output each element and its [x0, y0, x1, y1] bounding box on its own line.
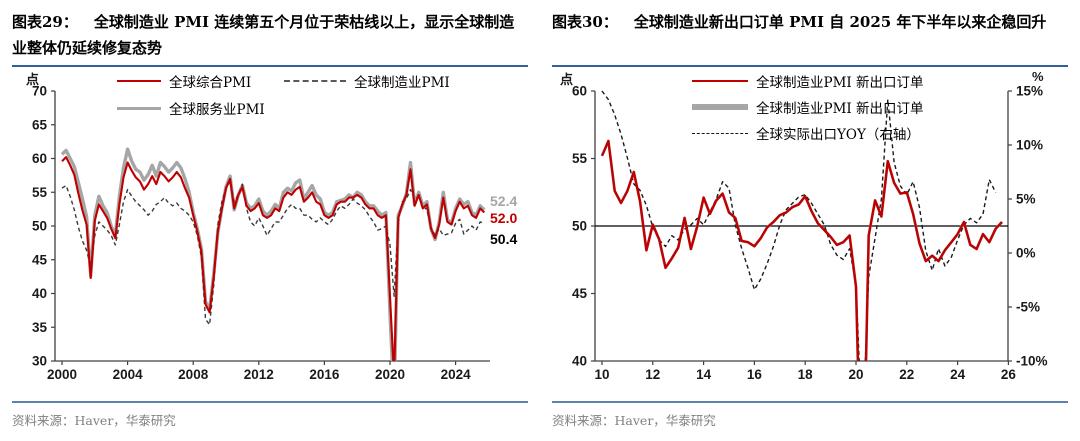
svg-text:2012: 2012: [244, 367, 274, 382]
legend-label-composite-pmi: 全球综合PMI: [169, 75, 252, 91]
svg-text:45: 45: [572, 286, 588, 301]
pmi-chart-region: 30 35 40 45 50 55 60 65 70 2000 2004 2008 2012 2016 20…: [12, 67, 528, 401]
title-rule: [552, 65, 1068, 67]
svg-text:10%: 10%: [1016, 138, 1043, 153]
svg-text:15%: 15%: [1016, 84, 1043, 99]
legend-item-new-export-orders-red: 全球制造业PMI 新出口订单: [692, 71, 924, 91]
svg-text:2016: 2016: [309, 367, 340, 382]
figure-panel-30: 图表30： 全球制造业新出口订单 PMI 自 2025 年下半年以来企稳回升 40…: [540, 0, 1080, 441]
svg-text:55: 55: [32, 185, 48, 200]
source-text: 资料来源：Haver，华泰研究: [12, 412, 176, 428]
svg-text:30: 30: [32, 354, 47, 369]
left-axis-unit-label: 点: [560, 72, 574, 87]
composite-pmi-line-swatch: [117, 80, 161, 82]
svg-text:14: 14: [696, 367, 712, 382]
svg-text:35: 35: [32, 320, 48, 335]
svg-text:12: 12: [645, 367, 660, 382]
new-export-orders-thick-swatch: [692, 104, 748, 110]
end-label-manufacturing-pmi: 50.4: [490, 231, 518, 247]
export-orders-chart-region: 40 45 50 55 60 -10% -5% 0% 5% 10% 15% 10 12 14 16 18 20 2…: [552, 67, 1068, 401]
svg-text:22: 22: [899, 367, 914, 382]
svg-text:50: 50: [572, 219, 587, 234]
legend-label-manufacturing-pmi: 全球制造业PMI: [354, 75, 450, 91]
real-export-yoy-dash-swatch: [692, 132, 748, 134]
legend-label-services-pmi: 全球服务业PMI: [169, 102, 265, 118]
legend-label-new-export-orders-gray: 全球制造业PMI 新出口订单: [756, 101, 924, 117]
svg-text:2020: 2020: [375, 367, 405, 382]
figure-29-title-text: 全球制造业 PMI 连续第五个月位于荣枯线以上，显示全球制造业整体仍延续修复态势: [12, 13, 515, 57]
svg-text:60: 60: [32, 151, 47, 166]
figure-29-title: 图表29： 全球制造业 PMI 连续第五个月位于荣枯线以上，显示全球制造业整体仍延…: [12, 10, 528, 62]
end-label-services-pmi: 52.4: [490, 193, 518, 209]
svg-text:24: 24: [950, 367, 966, 382]
legend-item-services-pmi: 全球服务业PMI: [117, 98, 265, 118]
svg-text:0%: 0%: [1016, 246, 1036, 261]
legend-item-new-export-orders-gray: 全球制造业PMI 新出口订单: [692, 97, 924, 117]
svg-text:70: 70: [32, 84, 47, 99]
left-axis-unit-label: 点: [26, 72, 40, 87]
svg-text:2000: 2000: [47, 367, 77, 382]
svg-text:2008: 2008: [178, 367, 209, 382]
end-label-composite-pmi: 52.0: [490, 210, 518, 226]
svg-text:10: 10: [594, 367, 609, 382]
svg-text:45: 45: [32, 252, 48, 267]
svg-text:5%: 5%: [1016, 192, 1036, 207]
figure-panel-29: 图表29： 全球制造业 PMI 连续第五个月位于荣枯线以上，显示全球制造业整体仍延…: [12, 10, 528, 428]
svg-text:-10%: -10%: [1016, 354, 1048, 369]
source-rule: [12, 401, 528, 403]
global-pmi-chart: 30 35 40 45 50 55 60 65 70 2000 2004 2008 2012 2016 20…: [32, 84, 490, 382]
svg-text:26: 26: [1001, 367, 1017, 382]
figure-29-number: 图表29：: [12, 13, 78, 31]
manufacturing-pmi-line-swatch: [284, 80, 346, 82]
legend-label-new-export-orders: 全球制造业PMI 新出口订单: [756, 75, 924, 91]
figure-30-title: 图表30： 全球制造业新出口订单 PMI 自 2025 年下半年以来企稳回升: [552, 10, 1068, 62]
svg-text:20: 20: [848, 367, 863, 382]
svg-text:50: 50: [32, 219, 47, 234]
svg-text:18: 18: [798, 367, 814, 382]
svg-text:2004: 2004: [113, 367, 144, 382]
legend-item-real-export-yoy: 全球实际出口YOY（右轴）: [692, 123, 920, 143]
svg-text:40: 40: [32, 286, 47, 301]
right-axis-unit-label: %: [1032, 69, 1044, 84]
legend-item-manufacturing-pmi: 全球制造业PMI: [284, 71, 450, 91]
title-rule: [12, 65, 528, 67]
new-export-orders-line-swatch: [692, 80, 748, 82]
export-orders-chart: 40 45 50 55 60 -10% -5% 0% 5% 10% 15% 10 12 14 16 18 20 2…: [572, 84, 1048, 383]
source-text: 资料来源：Haver，华泰研究: [552, 412, 716, 428]
figure-30-title-text: 全球制造业新出口订单 PMI 自 2025 年下半年以来企稳回升: [633, 13, 1047, 31]
svg-text:60: 60: [572, 84, 587, 99]
svg-text:40: 40: [572, 354, 587, 369]
svg-text:55: 55: [572, 151, 588, 166]
legend-item-composite-pmi: 全球综合PMI: [117, 71, 251, 91]
services-pmi-line-swatch: [117, 106, 161, 110]
svg-text:65: 65: [32, 117, 48, 132]
svg-text:-5%: -5%: [1016, 300, 1040, 315]
figure-30-number: 图表30：: [552, 13, 618, 31]
legend-label-real-export-yoy: 全球实际出口YOY（右轴）: [756, 127, 920, 143]
svg-text:2024: 2024: [441, 367, 472, 382]
source-rule: [552, 401, 1068, 403]
svg-text:16: 16: [747, 367, 763, 382]
